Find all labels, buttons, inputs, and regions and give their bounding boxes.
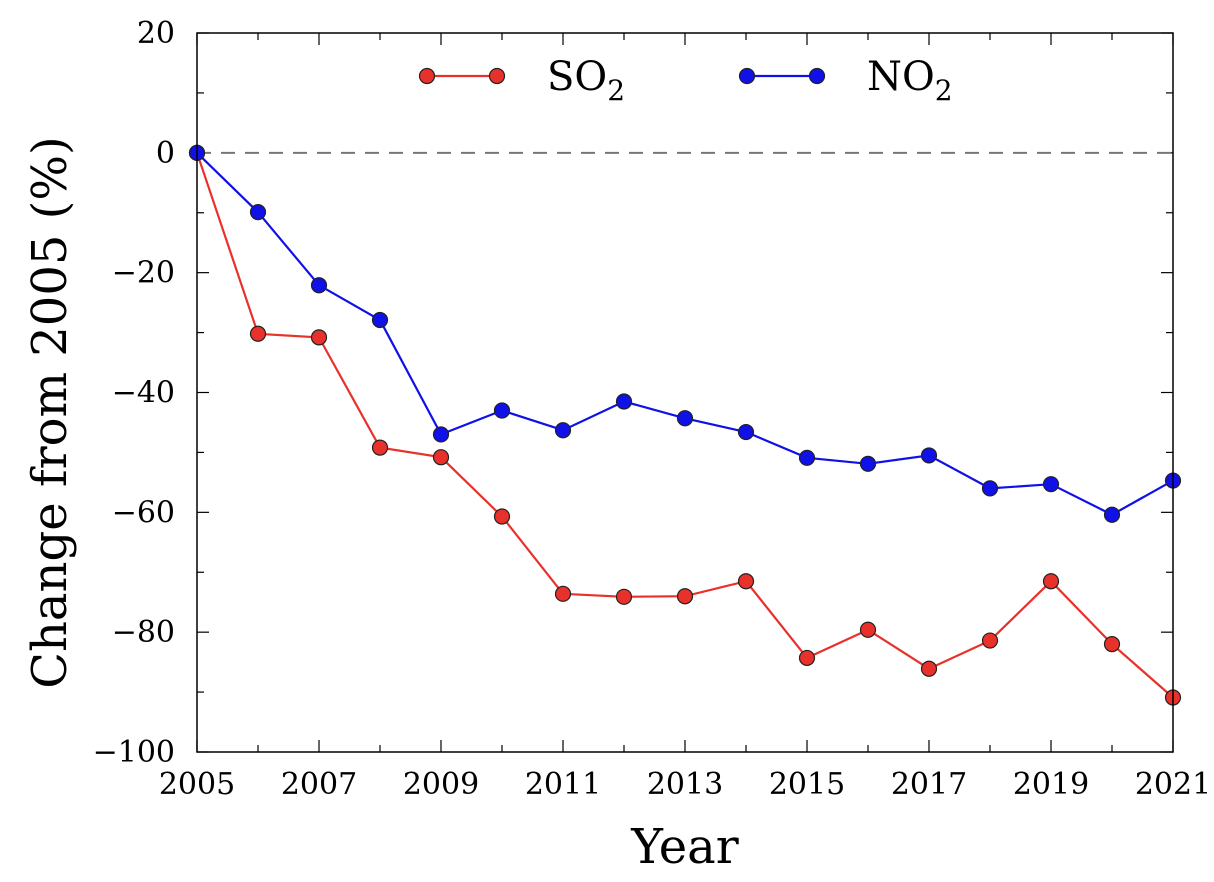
data-point	[1103, 636, 1121, 653]
legend-label: SO2	[547, 54, 625, 107]
data-point	[371, 311, 389, 329]
data-point	[920, 660, 938, 677]
data-point	[1042, 573, 1060, 590]
x-tick-label: 2005	[159, 767, 235, 802]
data-point	[737, 573, 755, 590]
tick-labels-layer: 2005 2007 2009 2011 2013 2015 2017 2019 2021 20 0 −…	[93, 16, 1212, 802]
data-point	[981, 632, 999, 649]
data-point	[249, 204, 267, 221]
data-point	[920, 447, 938, 464]
data-point	[859, 455, 877, 472]
x-tick-label: 2009	[403, 767, 479, 802]
x-tick-label: 2017	[891, 767, 967, 802]
series-layer	[188, 144, 1182, 706]
y-tick-label: −40	[112, 376, 175, 411]
data-point	[493, 508, 511, 525]
data-point	[310, 277, 328, 294]
data-point	[615, 393, 633, 410]
data-point	[249, 325, 267, 342]
data-point	[737, 423, 755, 441]
data-point	[1103, 506, 1121, 523]
legend-marker	[488, 67, 506, 85]
legend-marker	[808, 67, 826, 85]
data-point	[798, 649, 816, 667]
data-point	[554, 585, 572, 602]
data-point	[1042, 476, 1060, 493]
data-point	[371, 439, 389, 456]
data-point	[981, 480, 999, 497]
x-tick-label: 2021	[1135, 767, 1211, 802]
legend-label: NO2	[867, 54, 953, 107]
x-tick-label: 2007	[281, 767, 357, 802]
legend-entry: NO2	[738, 54, 953, 107]
legend-entry: SO2	[418, 54, 625, 107]
plot-frame	[196, 32, 1174, 753]
y-tick-label: 20	[137, 16, 175, 51]
data-point	[432, 449, 450, 466]
y-tick-label: −60	[112, 495, 175, 530]
legend: SO2 NO2	[418, 54, 953, 107]
y-tick-label: −20	[112, 256, 175, 291]
data-point	[676, 410, 694, 427]
data-point	[859, 621, 877, 638]
x-tick-label: 2011	[525, 767, 601, 802]
data-point	[676, 588, 694, 605]
data-point	[798, 449, 816, 466]
data-point	[554, 422, 572, 439]
x-axis-title: Year	[630, 819, 739, 875]
x-tick-label: 2013	[647, 767, 723, 802]
data-point	[432, 426, 450, 443]
data-point	[615, 588, 633, 605]
x-tick-label: 2015	[769, 767, 845, 802]
data-point	[310, 329, 328, 346]
series-no2	[188, 144, 1182, 523]
y-tick-label: −80	[112, 615, 175, 650]
legend-marker	[738, 67, 756, 85]
data-point	[493, 402, 511, 419]
y-axis-title: Change from 2005 (%)	[22, 136, 78, 688]
x-tick-label: 2019	[1013, 767, 1089, 802]
legend-marker	[418, 67, 436, 85]
y-tick-label: 0	[156, 136, 175, 171]
y-tick-label: −100	[93, 735, 175, 770]
